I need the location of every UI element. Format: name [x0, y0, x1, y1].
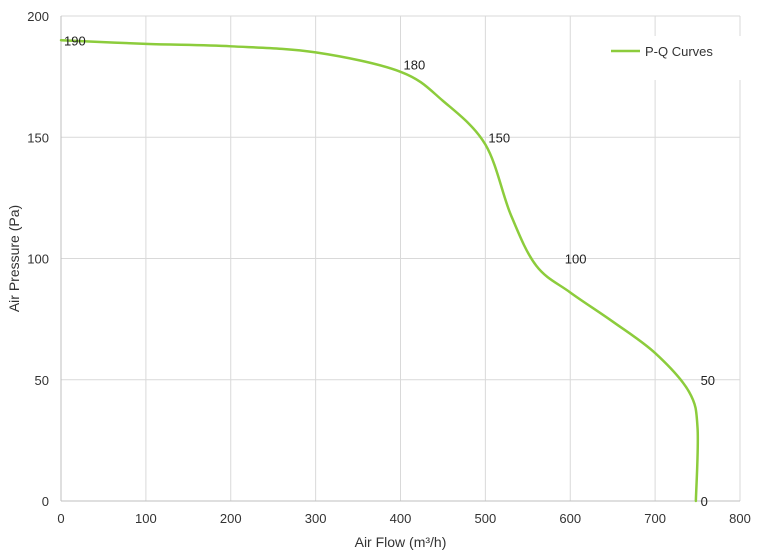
- x-tick-label: 600: [559, 511, 581, 526]
- x-tick-label: 100: [135, 511, 157, 526]
- y-tick-label: 50: [35, 373, 49, 388]
- y-tick-label: 100: [27, 252, 49, 267]
- y-tick-label: 0: [42, 494, 49, 509]
- legend: P-Q Curves: [596, 36, 746, 80]
- data-label: 190: [64, 33, 86, 48]
- x-tick-label: 500: [475, 511, 497, 526]
- x-tick-label: 200: [220, 511, 242, 526]
- data-labels: 190 180 150 100 50 0: [64, 33, 715, 509]
- x-tick-label: 700: [644, 511, 666, 526]
- data-label: 100: [565, 252, 587, 267]
- data-label: 180: [404, 58, 426, 73]
- y-tick-label: 200: [27, 9, 49, 24]
- legend-label: P-Q Curves: [645, 44, 713, 59]
- x-tick-label: 300: [305, 511, 327, 526]
- y-tick-label: 150: [27, 130, 49, 145]
- x-axis-title: Air Flow (m³/h): [355, 534, 447, 550]
- series-line-0: [59, 39, 700, 503]
- x-tick-label: 800: [729, 511, 751, 526]
- data-label: 150: [488, 130, 510, 145]
- series-lines: [59, 39, 700, 503]
- data-label: 50: [701, 373, 715, 388]
- y-axis-title: Air Pressure (Pa): [6, 205, 22, 312]
- x-tick-label: 0: [57, 511, 64, 526]
- data-label: 0: [701, 494, 708, 509]
- legend-background: [596, 36, 746, 80]
- x-tick-label: 400: [390, 511, 412, 526]
- grid-lines: [60, 15, 741, 502]
